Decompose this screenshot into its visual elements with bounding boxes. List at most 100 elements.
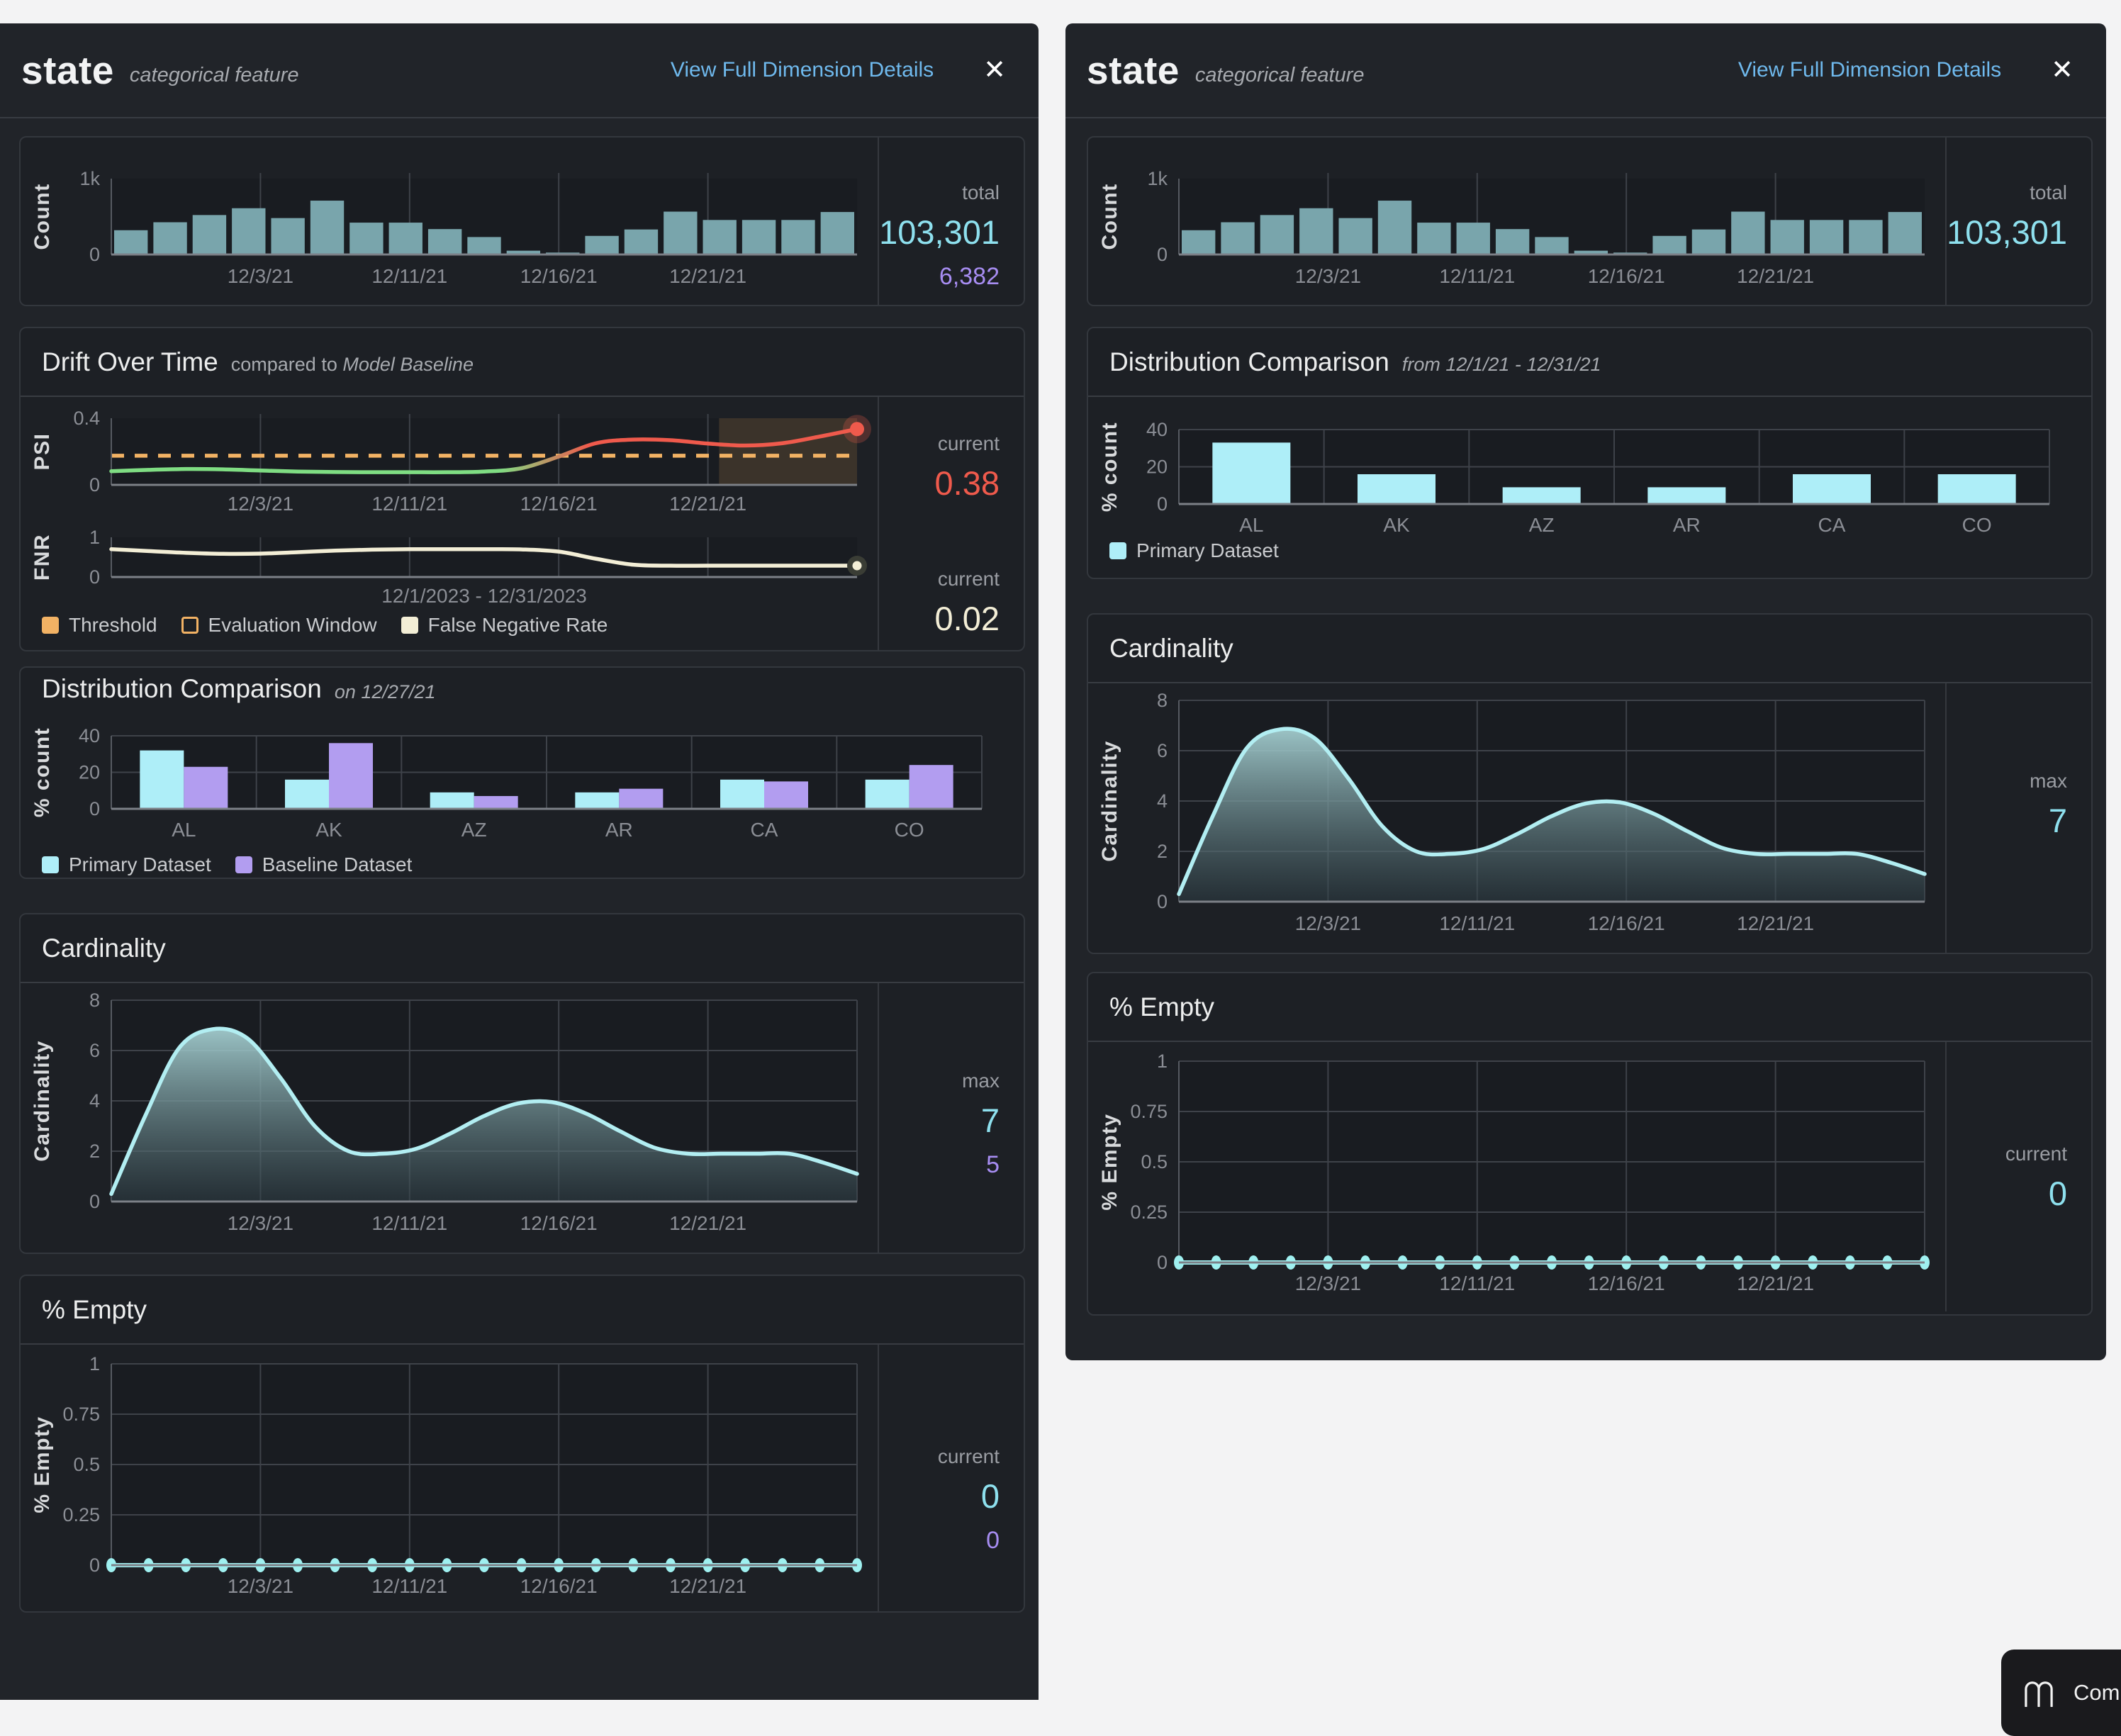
svg-text:AZ: AZ	[1529, 514, 1555, 536]
dimension-panel-right: state categorical feature View Full Dime…	[1065, 23, 2106, 1360]
feature-type-label: categorical feature	[129, 63, 299, 86]
svg-text:12/3/21: 12/3/21	[228, 265, 293, 287]
svg-text:0.4: 0.4	[73, 408, 100, 429]
svg-text:40: 40	[1146, 419, 1168, 440]
close-icon[interactable]: ✕	[2051, 55, 2074, 85]
distribution-card-header: Distribution Comparison from 12/1/21 - 1…	[1088, 328, 2091, 397]
svg-text:CA: CA	[1818, 514, 1846, 536]
view-full-dimension-details-link[interactable]: View Full Dimension Details	[670, 58, 934, 82]
svg-text:12/21/21: 12/21/21	[669, 493, 746, 515]
svg-text:0: 0	[89, 244, 100, 265]
evaluation-window-swatch-icon	[181, 617, 198, 634]
svg-text:6: 6	[1157, 740, 1168, 761]
percent-empty-card-header: % Empty	[21, 1276, 1024, 1345]
max-label: max	[962, 1070, 1000, 1092]
percent-empty-card-header: % Empty	[1088, 973, 2091, 1042]
svg-text:1: 1	[89, 527, 100, 548]
svg-text:6: 6	[89, 1040, 100, 1061]
svg-text:12/11/21: 12/11/21	[371, 1575, 447, 1597]
distribution-comparison-card: Distribution Comparison from 12/1/21 - 1…	[1087, 327, 2093, 579]
cardinality-card: Cardinality 8 6 4 2 0 Cardinality 12/3/21 12/11…	[1087, 613, 2093, 954]
svg-text:0: 0	[1157, 891, 1168, 912]
distribution-legend: Primary Dataset Baseline Dataset	[21, 849, 1024, 878]
svg-text:Cardinality: Cardinality	[1098, 740, 1121, 862]
corner-compo-button[interactable]: Compo	[2001, 1650, 2121, 1736]
percent-empty-stats: current 0	[1945, 1042, 2091, 1311]
cardinality-card: Cardinality 8 6 4 2 0 Cardinality 12/3/21 12/11…	[19, 913, 1025, 1254]
count-histogram: 1k 0 Count 12/3/21 12/11/21 12/16/21 12/21/21	[21, 138, 878, 305]
cardinality-stats: max 7 5	[878, 983, 1024, 1253]
percent-empty-line-chart: 1 0.75 0.5 0.25 0 % Empty 12/3/21 12/11/21 12/16…	[21, 1345, 878, 1611]
count-chart-region: 1k 0 Count 12/3/21 12/11/21 12/16/21 12/21/21	[21, 138, 878, 305]
svg-text:12/21/21: 12/21/21	[669, 1212, 746, 1234]
svg-text:Count: Count	[30, 183, 54, 250]
total-value: 103,301	[1947, 213, 2067, 251]
cardinality-card-header: Cardinality	[1088, 615, 2091, 683]
svg-text:1k: 1k	[1147, 168, 1168, 189]
svg-text:FNR: FNR	[30, 534, 54, 581]
svg-text:% Empty: % Empty	[1098, 1113, 1121, 1210]
legend-item-primary-dataset: Primary Dataset	[1109, 539, 1279, 562]
svg-text:8: 8	[89, 990, 100, 1011]
dimension-panel-left: state categorical feature View Full Dime…	[0, 23, 1039, 1700]
svg-text:20: 20	[79, 762, 100, 783]
svg-text:PSI: PSI	[30, 433, 54, 471]
current-secondary-value: 0	[986, 1527, 1000, 1554]
svg-text:12/16/21: 12/16/21	[1588, 265, 1665, 287]
count-stats: total 103,301	[1945, 138, 2091, 305]
legend-item-false-negative-rate: False Negative Rate	[401, 614, 608, 637]
max-secondary-value: 5	[986, 1151, 1000, 1178]
false-negative-rate-swatch-icon	[401, 617, 418, 634]
drift-over-time-card: Drift Over Time compared to Model Baseli…	[19, 327, 1025, 651]
feature-type-label: categorical feature	[1194, 63, 1365, 86]
close-icon[interactable]: ✕	[983, 55, 1006, 85]
svg-text:12/21/21: 12/21/21	[669, 1575, 746, 1597]
max-value: 7	[980, 1102, 1000, 1139]
svg-text:12/16/21: 12/16/21	[1588, 1272, 1665, 1294]
psi-current-value: 0.38	[934, 464, 1000, 502]
drift-legend: Threshold Evaluation Window False Negati…	[21, 610, 878, 641]
svg-text:12/3/21: 12/3/21	[1295, 265, 1361, 287]
panel-header: state categorical feature View Full Dime…	[1065, 23, 2106, 118]
legend-item-threshold: Threshold	[42, 614, 157, 637]
cardinality-stats: max 7	[1945, 683, 2091, 953]
svg-text:12/11/21: 12/11/21	[1439, 912, 1515, 934]
svg-text:12/16/21: 12/16/21	[520, 265, 598, 287]
svg-text:0: 0	[89, 1555, 100, 1576]
svg-text:12/16/21: 12/16/21	[520, 1575, 598, 1597]
svg-text:2: 2	[89, 1141, 100, 1162]
count-card: 1k 0 Count 12/3/21 12/11/21 12/16/21 12/21/21 …	[1087, 136, 2093, 306]
svg-text:2: 2	[1157, 841, 1168, 862]
distribution-card-title: Distribution Comparison	[1109, 347, 1389, 376]
cardinality-card-title: Cardinality	[42, 933, 166, 963]
distribution-grouped-bar-chart: AL AK AZ AR CA CO 40 20 0 % count	[21, 710, 1024, 849]
drift-card-title: Drift Over Time	[42, 347, 218, 376]
svg-text:AK: AK	[315, 819, 342, 841]
psi-current-stat: current 0.38	[934, 432, 1000, 502]
svg-text:12/3/21: 12/3/21	[1295, 912, 1361, 934]
cardinality-card-title: Cardinality	[1109, 633, 1233, 663]
distribution-card-subtitle: on 12/27/21	[334, 681, 436, 702]
fnr-current-value: 0.02	[934, 600, 1000, 637]
view-full-dimension-details-link[interactable]: View Full Dimension Details	[1737, 58, 2002, 82]
svg-text:0: 0	[1157, 244, 1168, 265]
svg-text:0: 0	[89, 474, 100, 495]
svg-text:0.25: 0.25	[62, 1504, 100, 1525]
svg-text:Cardinality: Cardinality	[30, 1040, 54, 1162]
cardinality-card-header: Cardinality	[21, 914, 1024, 983]
drift-stats: current 0.38 current 0.02	[878, 397, 1024, 650]
svg-text:20: 20	[1146, 457, 1168, 478]
svg-text:4: 4	[1157, 790, 1168, 812]
book-icon	[2025, 1681, 2053, 1707]
total-secondary-value: 6,382	[939, 263, 1000, 290]
percent-empty-card: % Empty 1 0.75 0.5 0.25 0 % Empty 12/3/21 12/11…	[19, 1275, 1025, 1613]
max-label: max	[2030, 770, 2067, 792]
svg-text:12/11/21: 12/11/21	[371, 493, 447, 515]
distribution-card-header: Distribution Comparison on 12/27/21	[21, 668, 1024, 710]
svg-text:0.75: 0.75	[62, 1404, 100, 1425]
legend-item-baseline-dataset: Baseline Dataset	[235, 853, 412, 876]
svg-text:AR: AR	[1673, 514, 1701, 536]
percent-empty-stats: current 0 0	[878, 1345, 1024, 1611]
svg-text:CO: CO	[895, 819, 924, 841]
svg-text:0.25: 0.25	[1130, 1202, 1168, 1223]
